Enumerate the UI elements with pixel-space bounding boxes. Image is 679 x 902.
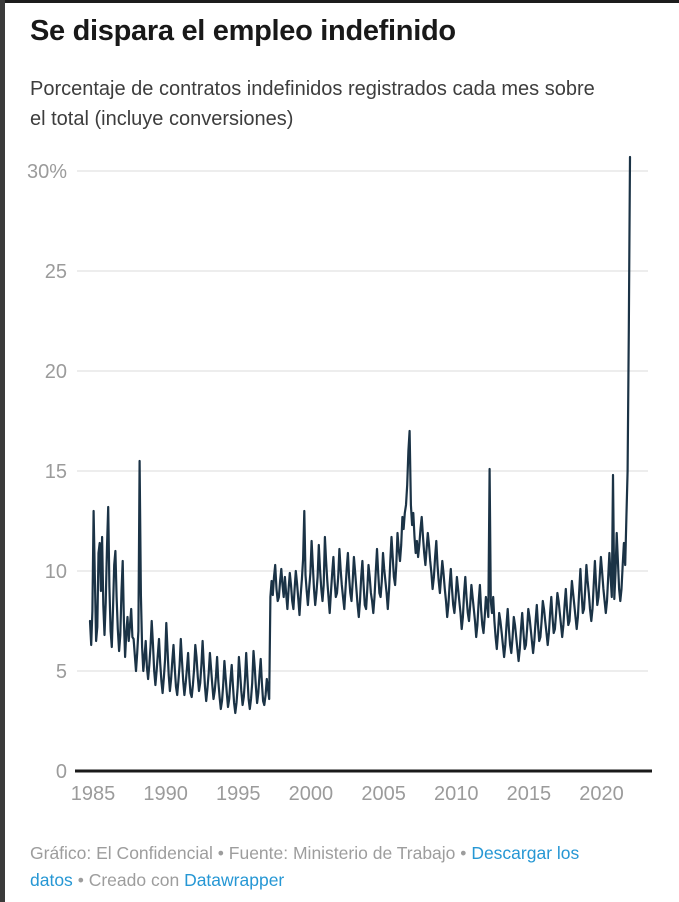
footer-created-with: Creado con [88, 870, 180, 890]
y-axis-tick-label: 5 [56, 661, 67, 683]
x-axis-tick-label: 1995 [216, 783, 261, 805]
y-axis-tick-label: 30% [27, 161, 67, 183]
chart-footer: Gráfico: El Confidencial • Fuente: Minis… [30, 840, 622, 894]
x-axis-tick-label: 2010 [434, 783, 479, 805]
chart-subtitle: Porcentaje de contratos indefinidos regi… [30, 78, 595, 130]
footer-credit: Gráfico: El Confidencial [30, 843, 213, 863]
y-axis-tick-label: 25 [45, 261, 67, 283]
x-axis-tick-label: 2000 [289, 783, 334, 805]
chart-canvas: 0 5 10 15 20 25 30% 1985 1990 1995 2000 2005 2010 201… [27, 155, 652, 805]
x-axis-tick-label: 2005 [361, 783, 406, 805]
y-axis-tick-label: 10 [45, 561, 67, 583]
chart-title: Se dispara el empleo indefinido [30, 15, 456, 47]
chart-area: 0 5 10 15 20 25 30% 1985 1990 1995 2000 2005 2010 201… [0, 130, 679, 812]
footer-separator: • [217, 843, 224, 863]
y-axis-tick-label: 0 [56, 761, 67, 783]
x-axis-tick-label: 2015 [507, 783, 552, 805]
y-axis-tick-label: 20 [45, 361, 67, 383]
x-axis-tick-label: 1990 [143, 783, 188, 805]
data-line-indefinidos [88, 155, 632, 715]
window-left-edge [0, 0, 5, 902]
x-axis-tick-label: 1985 [71, 783, 116, 805]
datawrapper-link[interactable]: Datawrapper [184, 870, 285, 890]
footer-source: Fuente: Ministerio de Trabajo [228, 843, 456, 863]
x-axis-tick-label: 2020 [579, 783, 624, 805]
footer-separator: • [77, 870, 84, 890]
download-data-link[interactable]: Descargar los datos [30, 843, 580, 890]
y-axis-tick-label: 15 [45, 461, 67, 483]
window-top-edge [0, 0, 679, 3]
footer-separator: • [460, 843, 467, 863]
